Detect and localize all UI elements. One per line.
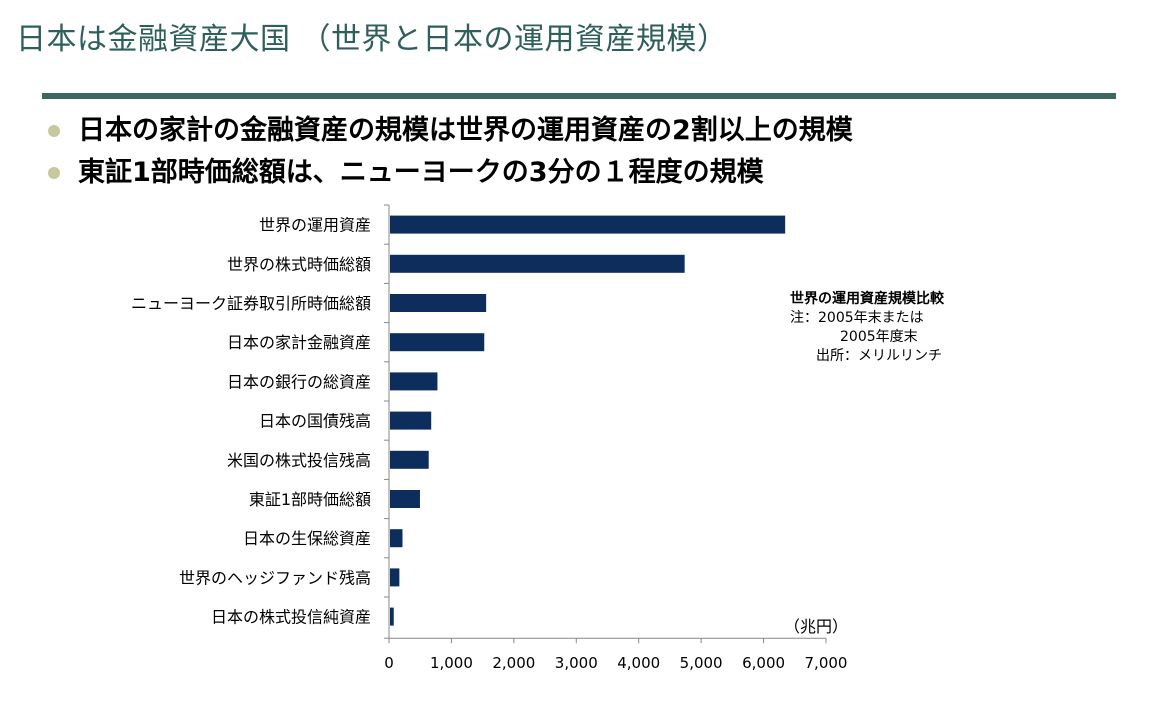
bar: [390, 294, 487, 312]
category-label: 米国の株式投信残高: [227, 451, 371, 470]
bullet-text: 日本の家計の金融資産の規模は世界の運用資産の2割以上の規模: [78, 115, 853, 146]
bar: [390, 372, 438, 391]
title-divider: [42, 93, 1116, 99]
bullet-text: 東証1部時価総額は、ニューヨークの3分の１程度の規模: [78, 157, 764, 188]
category-label: 世界の運用資産: [259, 216, 371, 235]
bullet-dot-icon: [48, 125, 60, 137]
category-label: 世界のヘッジファンド残高: [179, 568, 371, 587]
annotation-note: 2005年度末: [840, 329, 918, 345]
x-tick-label: 1,000: [430, 654, 473, 672]
category-label: 世界の株式時価総額: [227, 255, 371, 274]
bar-chart: 世界の運用資産世界の株式時価総額ニューヨーク証券取引所時価総額日本の家計金融資産…: [131, 204, 848, 672]
chart-annotation: 世界の運用資産規模比較 注：2005年末または 2005年度末 出所：メリルリン…: [790, 290, 944, 366]
bar: [390, 254, 685, 273]
x-tick-label: 0: [384, 654, 394, 672]
category-label: 日本の株式投信純資産: [211, 608, 371, 627]
category-label: 日本の国債残高: [259, 412, 371, 431]
category-label: 日本の銀行の総資産: [227, 372, 371, 391]
slide-title: 日本は金融資産大国 （世界と日本の運用資産規模）: [16, 22, 728, 57]
x-tick-label: 3,000: [555, 654, 598, 672]
bullet-dot-icon: [48, 167, 60, 179]
bar: [390, 529, 403, 548]
x-tick-label: 5,000: [680, 654, 723, 672]
annotation-note: 注：2005年末または: [790, 310, 924, 326]
category-label: ニューヨーク証券取引所時価総額: [131, 294, 371, 313]
x-tick-label: 2,000: [492, 654, 535, 672]
bar: [390, 490, 420, 508]
category-label: 日本の家計金融資産: [227, 333, 371, 352]
annotation-source: 出所：メリルリンチ: [816, 348, 942, 364]
bar: [390, 450, 429, 469]
annotation-title: 世界の運用資産規模比較: [790, 291, 944, 307]
bar: [390, 607, 394, 626]
bar: [390, 568, 400, 587]
x-tick-label: 4,000: [617, 654, 660, 672]
x-tick-label: 7,000: [805, 654, 848, 672]
bullet-item: 東証1部時価総額は、ニューヨークの3分の１程度の規模: [48, 152, 853, 194]
x-tick-label: 6,000: [742, 654, 785, 672]
category-label: 東証1部時価総額: [249, 490, 371, 509]
category-label: 日本の生保総資産: [243, 529, 371, 548]
unit-label: （兆円）: [784, 617, 848, 636]
bar: [390, 411, 432, 430]
bar: [390, 215, 786, 234]
bar: [390, 333, 485, 352]
bullet-list: 日本の家計の金融資産の規模は世界の運用資産の2割以上の規模 東証1部時価総額は、…: [48, 110, 853, 194]
bullet-item: 日本の家計の金融資産の規模は世界の運用資産の2割以上の規模: [48, 110, 853, 152]
